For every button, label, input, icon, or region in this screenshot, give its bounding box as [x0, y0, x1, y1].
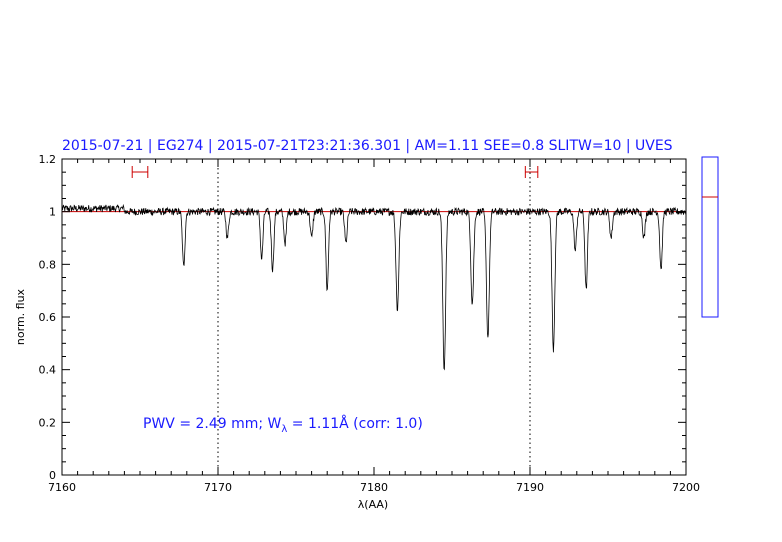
x-tick-label: 7200	[672, 481, 700, 494]
y-tick-label: 0.4	[39, 364, 57, 377]
y-tick-label: 1.2	[39, 153, 57, 166]
side-gauge	[701, 156, 719, 318]
pwv-annotation-prefix: PWV = 2.49 mm; W	[143, 416, 282, 432]
y-tick-label: 0	[49, 469, 56, 482]
y-tick-label: 1	[49, 206, 56, 219]
vertical-markers	[217, 159, 531, 475]
y-tick-label: 0.8	[39, 258, 57, 271]
x-tick-label: 7170	[204, 481, 232, 494]
range-markers	[131, 166, 539, 178]
range-marker	[524, 166, 539, 178]
x-tick-label: 7180	[360, 481, 388, 494]
chart-title: 2015-07-21 | EG274 | 2015-07-21T23:21:36…	[62, 138, 673, 154]
pwv-annotation: PWV = 2.49 mm; Wλ = 1.11Å (corr: 1.0)	[143, 415, 423, 435]
pwv-annotation-suffix: = 1.11Å (corr: 1.0)	[287, 415, 422, 432]
y-axis: 0 0.2 0.4 0.6 0.8 1 1.2	[39, 153, 686, 482]
range-marker	[131, 166, 149, 178]
x-tick-label: 7160	[48, 481, 76, 494]
spectrum-line	[61, 203, 687, 371]
gauge-frame	[701, 156, 719, 318]
y-tick-label: 0.6	[39, 311, 57, 324]
y-tick-label: 0.2	[39, 416, 57, 429]
x-axis: 7160 7170 7180 7190 7200	[48, 159, 700, 494]
x-axis-label: λ(AA)	[358, 498, 388, 511]
y-axis-label: norm. flux	[14, 288, 27, 345]
x-tick-label: 7190	[516, 481, 544, 494]
pwv-annotation-subscript: λ	[281, 424, 287, 435]
